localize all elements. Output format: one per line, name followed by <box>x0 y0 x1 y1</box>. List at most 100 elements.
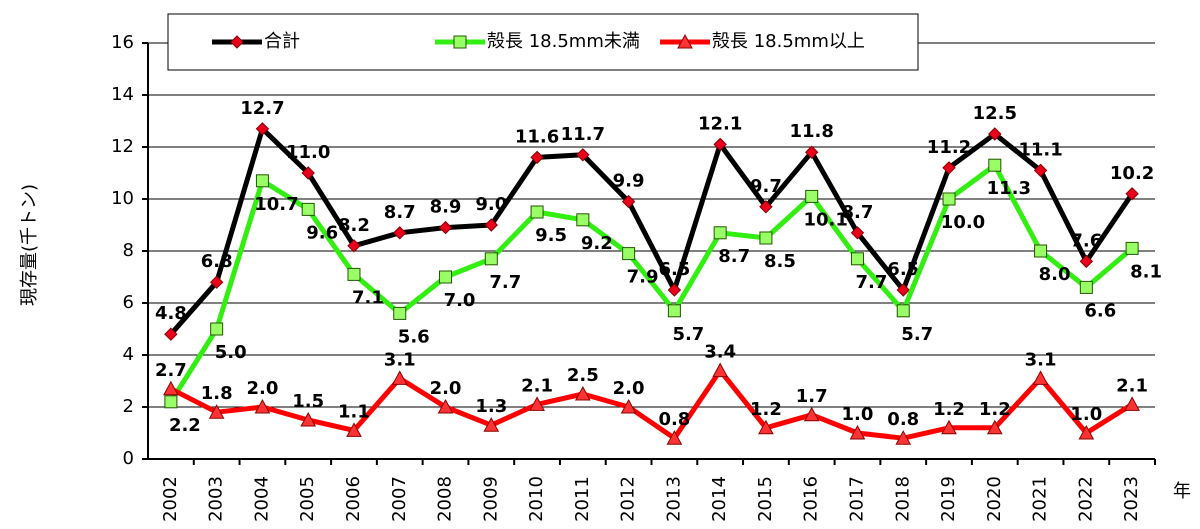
legend-marker <box>677 33 693 49</box>
data-label: 8.2 <box>338 215 370 236</box>
y-tick-label: 2 <box>123 396 134 417</box>
data-label: 1.8 <box>201 383 233 404</box>
marker <box>164 327 178 341</box>
data-label: 8.7 <box>384 202 416 223</box>
marker <box>713 137 727 152</box>
data-label: 0.8 <box>887 409 919 430</box>
data-label: 5.6 <box>398 326 430 347</box>
data-label: 7.9 <box>627 267 659 288</box>
marker <box>942 161 956 175</box>
marker <box>1034 244 1048 258</box>
x-tick-label: 2008 <box>435 476 456 522</box>
marker <box>988 158 1002 172</box>
series-line <box>169 368 1134 441</box>
marker <box>255 174 269 188</box>
x-tick-label: 2016 <box>801 476 822 522</box>
x-axis-label: 年 <box>1173 481 1191 502</box>
data-label: 8.9 <box>430 197 462 218</box>
legend-marker <box>453 35 467 49</box>
data-label: 0.8 <box>658 409 690 430</box>
marker <box>530 150 544 165</box>
data-label: 8.1 <box>1130 261 1162 282</box>
data-label: 4.8 <box>155 303 187 324</box>
data-label: 1.2 <box>933 399 965 420</box>
x-tick-label: 2007 <box>389 476 410 522</box>
data-label: 5.7 <box>672 324 704 345</box>
data-label: 6.6 <box>1084 300 1116 321</box>
marker <box>804 145 819 159</box>
x-tick-label: 2002 <box>160 476 181 522</box>
data-label: 7.0 <box>444 290 476 311</box>
marker <box>393 226 407 240</box>
x-tick-label: 2017 <box>846 476 867 522</box>
data-label: 8.5 <box>764 251 796 272</box>
data-label: 9.9 <box>613 171 645 192</box>
marker <box>483 417 500 432</box>
y-tick-label: 16 <box>111 32 134 53</box>
data-label: 10.1 <box>803 209 847 230</box>
data-label: 2.2 <box>169 415 201 436</box>
legend-label: 殻長 18.5mm以上 <box>712 31 865 52</box>
x-tick-label: 2011 <box>572 476 593 522</box>
marker <box>437 398 454 414</box>
y-axis-label: 現存量(千トン) <box>19 184 40 306</box>
series-line <box>169 126 1135 336</box>
data-label: 2.7 <box>155 360 187 381</box>
marker <box>164 395 178 409</box>
data-label: 9.0 <box>475 194 507 215</box>
marker <box>391 370 408 385</box>
x-tick-label: 2006 <box>343 476 364 522</box>
data-label: 1.2 <box>979 399 1011 420</box>
data-label: 2.0 <box>246 378 278 399</box>
marker <box>759 200 773 214</box>
data-label: 1.0 <box>1070 404 1102 425</box>
data-label: 11.7 <box>561 124 605 145</box>
marker <box>667 304 681 318</box>
marker <box>988 127 1002 141</box>
data-label: 2.1 <box>521 375 553 396</box>
marker <box>438 220 453 235</box>
marker <box>850 252 864 266</box>
data-label: 9.5 <box>535 225 567 246</box>
marker <box>1033 163 1048 178</box>
data-label: 12.5 <box>973 103 1017 124</box>
data-label: 2.0 <box>430 378 462 399</box>
data-label: 1.5 <box>292 391 324 412</box>
data-label: 6.5 <box>658 259 690 280</box>
data-label: 10.7 <box>254 194 298 215</box>
data-label: 1.3 <box>475 396 507 417</box>
x-tick-label: 2023 <box>1121 476 1142 522</box>
marker <box>986 419 1003 435</box>
x-tick-label: 2009 <box>480 476 501 522</box>
data-label: 1.7 <box>796 386 828 407</box>
data-label: 8.0 <box>1039 264 1071 285</box>
marker <box>163 380 179 396</box>
y-tick-label: 0 <box>123 448 134 469</box>
data-label: 5.7 <box>901 324 933 345</box>
marker <box>1125 241 1139 255</box>
data-label: 11.8 <box>789 121 833 142</box>
x-tick-label: 2005 <box>297 476 318 522</box>
marker <box>712 362 728 378</box>
marker <box>896 304 910 318</box>
marker <box>803 406 820 422</box>
marker <box>301 202 315 216</box>
marker <box>300 411 317 427</box>
marker <box>255 122 270 136</box>
marker <box>942 192 956 206</box>
data-label: 8.7 <box>718 246 750 267</box>
marker <box>530 205 544 219</box>
marker <box>439 270 453 284</box>
legend-box <box>167 13 919 71</box>
marker <box>1032 370 1049 385</box>
data-label: 2.5 <box>567 365 599 386</box>
x-tick-label: 2013 <box>663 476 684 522</box>
marker <box>393 306 407 320</box>
y-tick-label: 6 <box>123 292 134 313</box>
y-tick-label: 8 <box>123 240 134 261</box>
marker <box>621 194 636 209</box>
legend-marker <box>230 35 244 49</box>
marker <box>1078 424 1095 440</box>
